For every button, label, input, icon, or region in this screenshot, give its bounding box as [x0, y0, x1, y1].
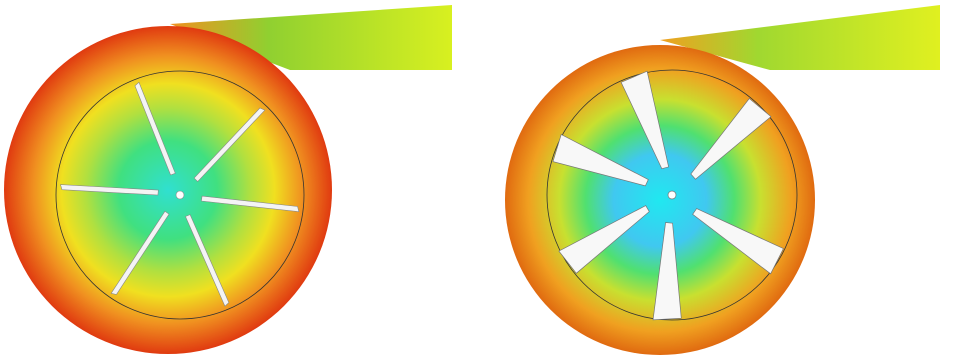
pump-flow-image	[0, 0, 953, 360]
hub	[176, 191, 184, 199]
page	[0, 0, 953, 360]
volute	[4, 26, 332, 354]
left-pump	[4, 5, 452, 354]
hub	[668, 191, 676, 199]
right-pump	[505, 5, 940, 355]
